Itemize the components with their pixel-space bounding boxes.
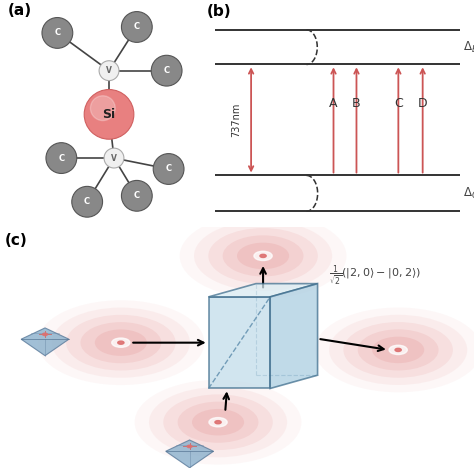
Text: (c): (c): [5, 233, 27, 248]
Circle shape: [42, 17, 73, 48]
Circle shape: [194, 221, 332, 291]
Circle shape: [209, 417, 227, 427]
Circle shape: [343, 322, 453, 378]
Text: C: C: [134, 22, 140, 31]
Circle shape: [84, 89, 134, 139]
Circle shape: [66, 315, 175, 371]
Circle shape: [112, 338, 130, 347]
Circle shape: [372, 336, 424, 363]
Text: C: C: [55, 29, 61, 37]
Polygon shape: [166, 440, 213, 468]
Polygon shape: [21, 328, 69, 356]
Text: C: C: [394, 97, 403, 110]
Text: Si: Si: [102, 108, 116, 121]
Circle shape: [52, 307, 190, 378]
Circle shape: [43, 333, 47, 336]
Circle shape: [180, 213, 346, 298]
Text: C: C: [134, 191, 140, 200]
Polygon shape: [209, 297, 270, 388]
Circle shape: [135, 380, 301, 465]
Circle shape: [95, 329, 147, 356]
Text: $\Delta_{ES}$: $\Delta_{ES}$: [463, 40, 474, 55]
Text: $\frac{1}{\sqrt{2}}(|2,0\rangle - |0,2\rangle)$: $\frac{1}{\sqrt{2}}(|2,0\rangle - |0,2\r…: [329, 264, 421, 289]
Circle shape: [223, 235, 303, 277]
Polygon shape: [270, 284, 318, 388]
Circle shape: [260, 254, 266, 257]
Circle shape: [358, 329, 438, 371]
Circle shape: [389, 345, 407, 355]
Circle shape: [37, 300, 204, 385]
Circle shape: [151, 55, 182, 86]
Text: (b): (b): [207, 4, 231, 19]
Circle shape: [46, 143, 77, 174]
Circle shape: [149, 387, 287, 457]
Circle shape: [215, 421, 221, 424]
Circle shape: [121, 12, 152, 43]
Circle shape: [118, 341, 124, 344]
Circle shape: [104, 148, 124, 168]
Text: A: A: [329, 97, 338, 110]
Text: $\Delta_{GS}$: $\Delta_{GS}$: [463, 186, 474, 201]
Text: V: V: [111, 154, 117, 162]
Text: D: D: [418, 97, 428, 110]
Text: V: V: [106, 66, 112, 75]
Polygon shape: [209, 284, 318, 297]
Circle shape: [254, 251, 272, 261]
Circle shape: [187, 445, 192, 447]
Text: C: C: [165, 164, 172, 174]
Circle shape: [192, 409, 244, 435]
Circle shape: [163, 395, 273, 450]
Circle shape: [209, 228, 318, 284]
Text: C: C: [58, 154, 64, 162]
Circle shape: [315, 307, 474, 392]
Circle shape: [237, 242, 289, 269]
Text: C: C: [164, 66, 170, 75]
Circle shape: [395, 348, 401, 351]
Circle shape: [329, 315, 467, 385]
Circle shape: [178, 402, 258, 443]
Text: B: B: [352, 97, 361, 110]
Circle shape: [153, 154, 184, 184]
Text: 737nm: 737nm: [231, 103, 241, 137]
Circle shape: [121, 181, 152, 211]
Circle shape: [72, 186, 102, 217]
Text: C: C: [84, 197, 90, 206]
Text: (a): (a): [8, 3, 32, 18]
Circle shape: [81, 322, 161, 363]
Circle shape: [99, 61, 119, 80]
Circle shape: [91, 96, 115, 121]
